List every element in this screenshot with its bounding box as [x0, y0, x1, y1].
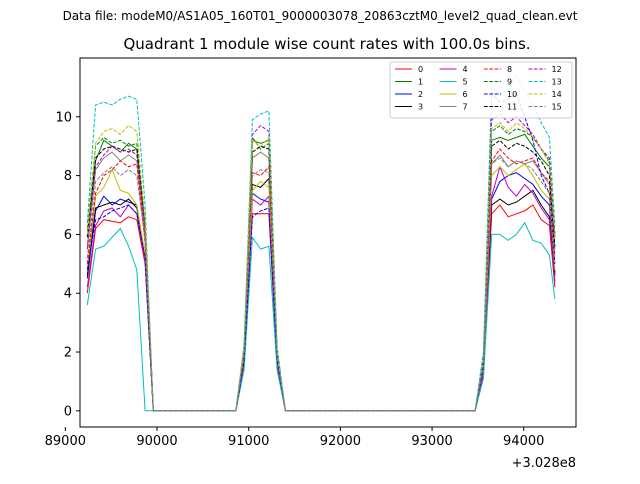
series-line-7 — [86, 151, 556, 412]
series-line-6 — [86, 163, 556, 412]
legend-label-1: 1 — [418, 78, 423, 87]
x-tick-label: 93000 — [411, 434, 452, 449]
legend-label-6: 6 — [463, 90, 468, 99]
legend-label-7: 7 — [463, 103, 468, 112]
x-tick-label: 92000 — [320, 434, 361, 449]
series-line-12 — [86, 113, 556, 412]
series-layer — [86, 74, 556, 412]
legend-box — [389, 61, 573, 119]
legend-label-2: 2 — [418, 90, 423, 99]
series-line-15 — [86, 157, 556, 412]
x-axis: 89000 90000 91000 92000 93000 94000 — [45, 427, 544, 449]
y-tick-label: 10 — [55, 110, 72, 125]
series-line-1 — [86, 133, 556, 412]
y-tick-label: 6 — [64, 228, 72, 243]
legend-label-14: 14 — [552, 90, 562, 99]
legend-label-11: 11 — [507, 103, 517, 112]
chart-title: Quadrant 1 module wise count rates with … — [123, 35, 530, 53]
x-offset-label: +3.028e8 — [512, 456, 576, 471]
y-tick-label: 2 — [64, 346, 72, 361]
legend-label-12: 12 — [552, 65, 562, 74]
legend-label-5: 5 — [463, 78, 468, 87]
x-tick-label: 90000 — [136, 434, 177, 449]
y-axis: 0 2 4 6 8 10 — [55, 110, 80, 419]
y-tick-label: 8 — [64, 169, 72, 184]
series-line-14 — [86, 122, 556, 412]
legend-label-4: 4 — [463, 65, 468, 74]
legend-label-10: 10 — [507, 90, 517, 99]
y-tick-label: 4 — [64, 287, 72, 302]
legend-label-9: 9 — [507, 78, 512, 87]
plot-frame — [79, 57, 577, 428]
x-tick-label: 91000 — [228, 434, 269, 449]
legend-label-3: 3 — [418, 103, 423, 112]
legend-label-0: 0 — [418, 65, 423, 74]
figure-suptitle: Data file: modeM0/AS1A05_160T01_90000030… — [63, 9, 578, 23]
legend-label-15: 15 — [552, 103, 562, 112]
series-line-9 — [86, 124, 556, 412]
series-line-11 — [86, 139, 556, 412]
series-line-4 — [86, 165, 556, 412]
x-tick-label: 94000 — [503, 434, 544, 449]
x-tick-label: 89000 — [45, 434, 86, 449]
y-tick-label: 0 — [64, 404, 72, 419]
legend-label-13: 13 — [552, 78, 562, 87]
series-line-8 — [86, 148, 556, 412]
series-line-2 — [86, 172, 556, 412]
legend-label-8: 8 — [507, 65, 512, 74]
